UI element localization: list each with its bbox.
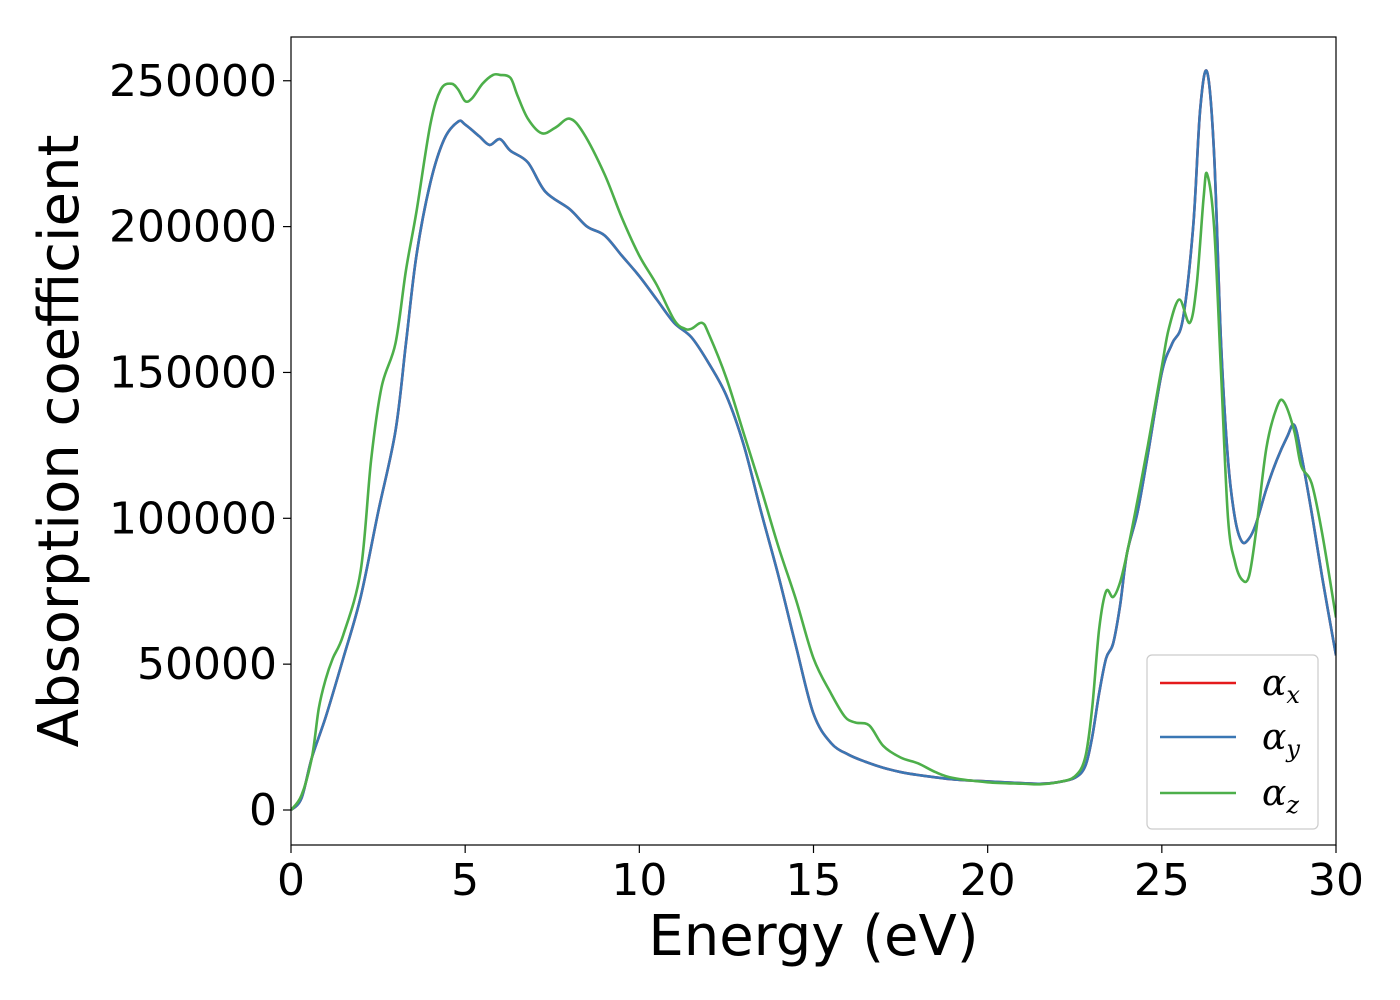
y-tick-label: 200000: [109, 202, 277, 253]
legend-label-z: αz: [1262, 773, 1299, 819]
legend-label-x: αx: [1262, 663, 1300, 709]
x-tick-label: 25: [1134, 855, 1190, 906]
y-axis-label: Absorption coefficient: [27, 135, 92, 748]
x-axis-label: Energy (eV): [648, 904, 978, 969]
series-layer: [291, 69, 1336, 811]
y-tick-label: 0: [249, 785, 277, 836]
y-tick-label: 100000: [109, 493, 277, 544]
x-tick-label: 0: [277, 855, 305, 906]
x-axis-ticks: 0 5 10 15 20 25 30: [277, 845, 1364, 906]
series-line-z: [291, 72, 1336, 811]
legend-box: [1146, 654, 1319, 830]
legend-entries: αx αy αz: [1160, 663, 1300, 819]
y-axis-ticks: 0 50000 100000 150000 200000 250000: [109, 56, 291, 836]
x-tick-label: 5: [451, 855, 479, 906]
y-tick-label: 150000: [109, 347, 277, 398]
x-tick-label: 20: [960, 855, 1016, 906]
x-tick-label: 30: [1308, 855, 1364, 906]
y-tick-label: 50000: [137, 639, 277, 690]
x-tick-label: 10: [611, 855, 667, 906]
y-tick-label: 250000: [109, 56, 277, 107]
legend-label-y: αy: [1262, 717, 1300, 763]
x-tick-label: 15: [786, 855, 842, 906]
series-line-y: [291, 69, 1336, 811]
legend: αx αy αz: [1146, 654, 1319, 830]
